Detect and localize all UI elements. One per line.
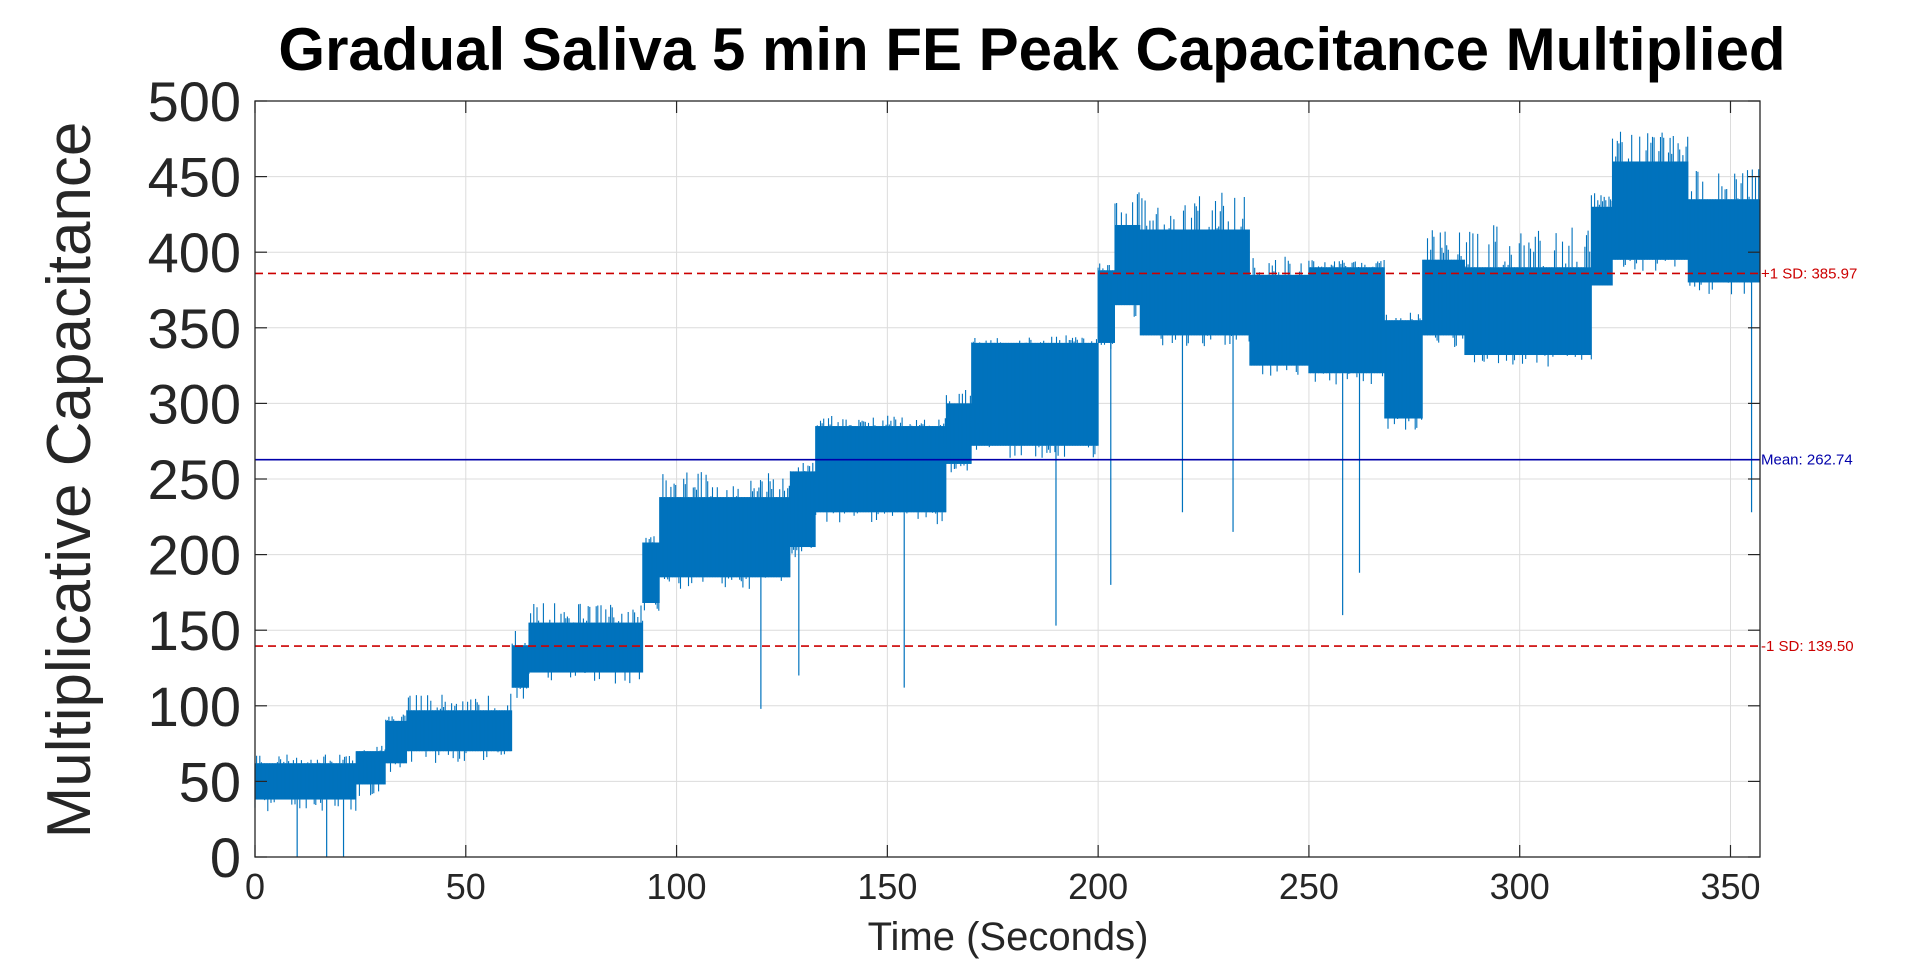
y-tick-label: 450 [148,146,241,209]
tick-labels: 0 50 100 150 200 250 300 350 0 50 100 150 200 250 300 3… [148,70,1761,907]
y-tick-label: 200 [148,524,241,587]
x-tick-label: 350 [1700,866,1760,907]
y-tick-label: 500 [148,70,241,133]
y-tick-label: 350 [148,297,241,360]
reference-lines: +1 SD: 385.97 Mean: 262.74 -1 SD: 139.50 [255,265,1857,655]
x-tick-label: 200 [1068,866,1128,907]
y-tick-label: 150 [148,599,241,662]
x-tick-label: 250 [1279,866,1339,907]
x-tick-label: 100 [647,866,707,907]
reference-line-label: Mean: 262.74 [1761,452,1853,469]
y-tick-label: 250 [148,448,241,511]
x-tick-label: 300 [1490,866,1550,907]
reference-line-label: -1 SD: 139.50 [1761,638,1854,655]
series-band [1249,274,1309,366]
series-band [1688,199,1760,283]
x-axis-label: Time (Seconds) [868,915,1149,959]
chart-title: Gradual Saliva 5 min FE Peak Capacitance… [278,16,1785,83]
x-tick-label: 150 [857,866,917,907]
y-axis-label: Multiplicative Capacitance [35,122,104,839]
y-tick-label: 300 [148,372,241,435]
plot-area [254,131,1760,857]
y-tick-label: 400 [148,221,241,284]
x-tick-label: 0 [245,866,265,907]
reference-line-label: +1 SD: 385.97 [1761,265,1857,282]
axes [254,100,1761,858]
y-tick-label: 0 [210,826,241,889]
y-tick-label: 100 [148,675,241,738]
x-tick-label: 50 [446,866,486,907]
y-tick-label: 50 [179,750,241,813]
